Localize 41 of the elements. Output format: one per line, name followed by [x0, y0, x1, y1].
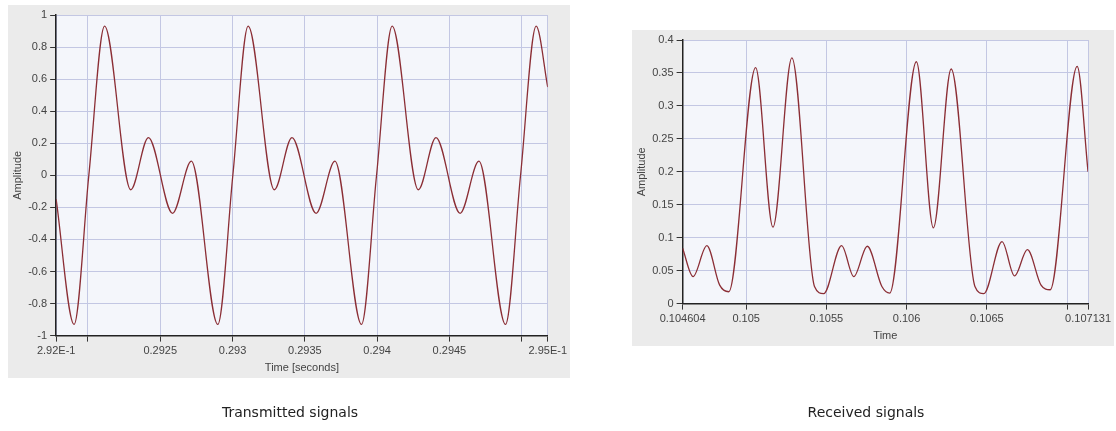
y-tick-label: 0.8: [31, 40, 48, 53]
y-tick-label: 0.6: [31, 72, 48, 85]
y-tick-label: 0: [41, 168, 48, 181]
line-series: [682, 57, 1089, 295]
y-tick-label: -0.8: [28, 296, 48, 309]
x-tick-label: 0.293: [218, 344, 247, 357]
y-tick-label: 0.2: [658, 164, 674, 177]
y-tick-label: 1: [41, 8, 48, 21]
x-axis-title: Time [seconds]: [264, 361, 340, 374]
x-tick-label: 0.294: [363, 344, 391, 357]
y-tick-label: 0.35: [652, 65, 674, 78]
y-tick-label: 0.1: [658, 230, 674, 243]
x-tick-label: 0.1055: [809, 312, 844, 325]
y-tick-label: -0.2: [28, 200, 48, 213]
y-axis-title: Amplitude: [10, 150, 23, 200]
x-axis-title: Time: [873, 329, 898, 342]
y-tick-label: 0.4: [31, 104, 48, 117]
y-tick-label: 0: [667, 296, 674, 309]
text: Received signals: [806, 404, 926, 420]
y-tick-label: 0.4: [658, 33, 674, 46]
x-tick-label: 0.2925: [143, 344, 178, 357]
x-tick-label: 0.2935: [288, 344, 322, 357]
y-tick-label: 0.25: [652, 131, 674, 144]
x-tick-label: 0.107131: [1065, 312, 1112, 325]
y-tick-label: 0.2: [31, 136, 48, 149]
y-tick-label: 0.15: [652, 197, 674, 210]
y-tick-label: 0.3: [658, 98, 674, 111]
x-tick-label: 0.2945: [432, 344, 467, 357]
x-tick-label: 0.105: [732, 312, 760, 325]
x-tick-label: 0.1065: [969, 312, 1004, 325]
y-axis-title: Amplitude: [634, 147, 647, 197]
x-tick-label: 2.95E-1: [528, 344, 567, 357]
y-tick-label: -0.6: [28, 264, 48, 277]
y-tick-label: -1: [37, 328, 48, 341]
y-tick-label: 0.05: [652, 263, 674, 276]
x-tick-label: 2.92E-1: [36, 344, 76, 357]
x-tick-label: 0.104604: [659, 312, 706, 325]
text: Transmitted signals: [220, 404, 360, 420]
y-tick-label: -0.4: [28, 232, 48, 245]
x-tick-label: 0.106: [892, 312, 921, 325]
line-series: [56, 25, 548, 326]
